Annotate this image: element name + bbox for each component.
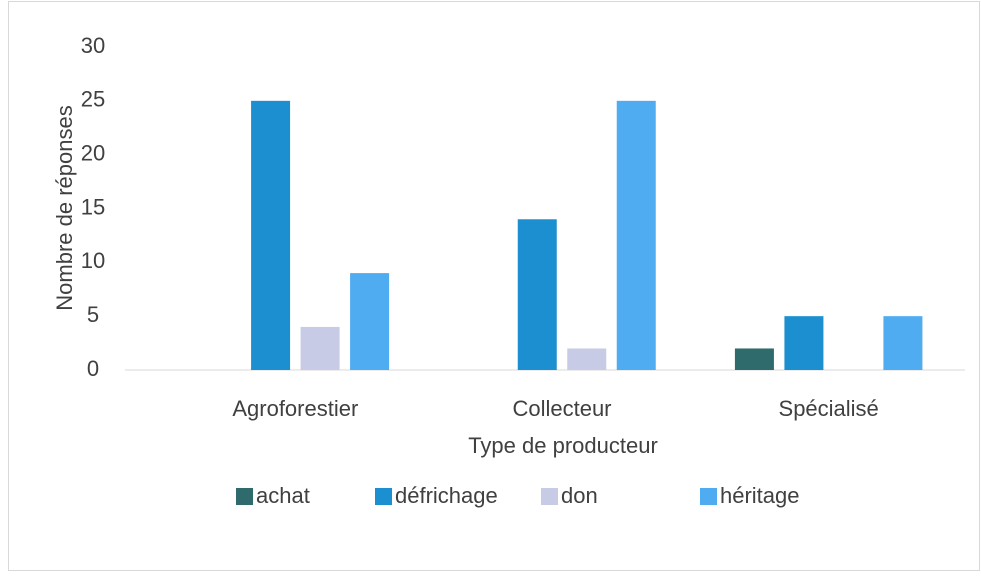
- bar: [567, 348, 607, 370]
- chart-border: [8, 1, 980, 571]
- bar: [251, 100, 291, 370]
- legend-swatch: [375, 488, 392, 505]
- y-tick-label: 25: [81, 87, 105, 112]
- x-tick-label: Collecteur: [512, 396, 611, 421]
- legend-swatch: [700, 488, 717, 505]
- legend-swatch: [541, 488, 558, 505]
- x-tick-label: Spécialisé: [779, 396, 879, 421]
- bar: [883, 316, 923, 370]
- y-tick-label: 10: [81, 248, 105, 273]
- y-axis-title: Nombre de réponses: [52, 105, 77, 310]
- legend-label: héritage: [720, 483, 800, 508]
- legend-swatch: [236, 488, 253, 505]
- x-axis-title: Type de producteur: [468, 433, 658, 458]
- y-tick-label: 0: [87, 356, 99, 381]
- legend-label: défrichage: [395, 483, 498, 508]
- x-tick-label: Agroforestier: [232, 396, 358, 421]
- bar: [734, 348, 774, 370]
- bar: [616, 100, 656, 370]
- y-tick-label: 20: [81, 140, 105, 165]
- legend-label: don: [561, 483, 598, 508]
- bar: [784, 316, 824, 370]
- legend-label: achat: [256, 483, 310, 508]
- bar: [350, 273, 390, 370]
- bar: [517, 219, 557, 370]
- bar: [300, 326, 340, 370]
- y-tick-label: 5: [87, 302, 99, 327]
- y-tick-label: 15: [81, 194, 105, 219]
- y-tick-label: 30: [81, 33, 105, 58]
